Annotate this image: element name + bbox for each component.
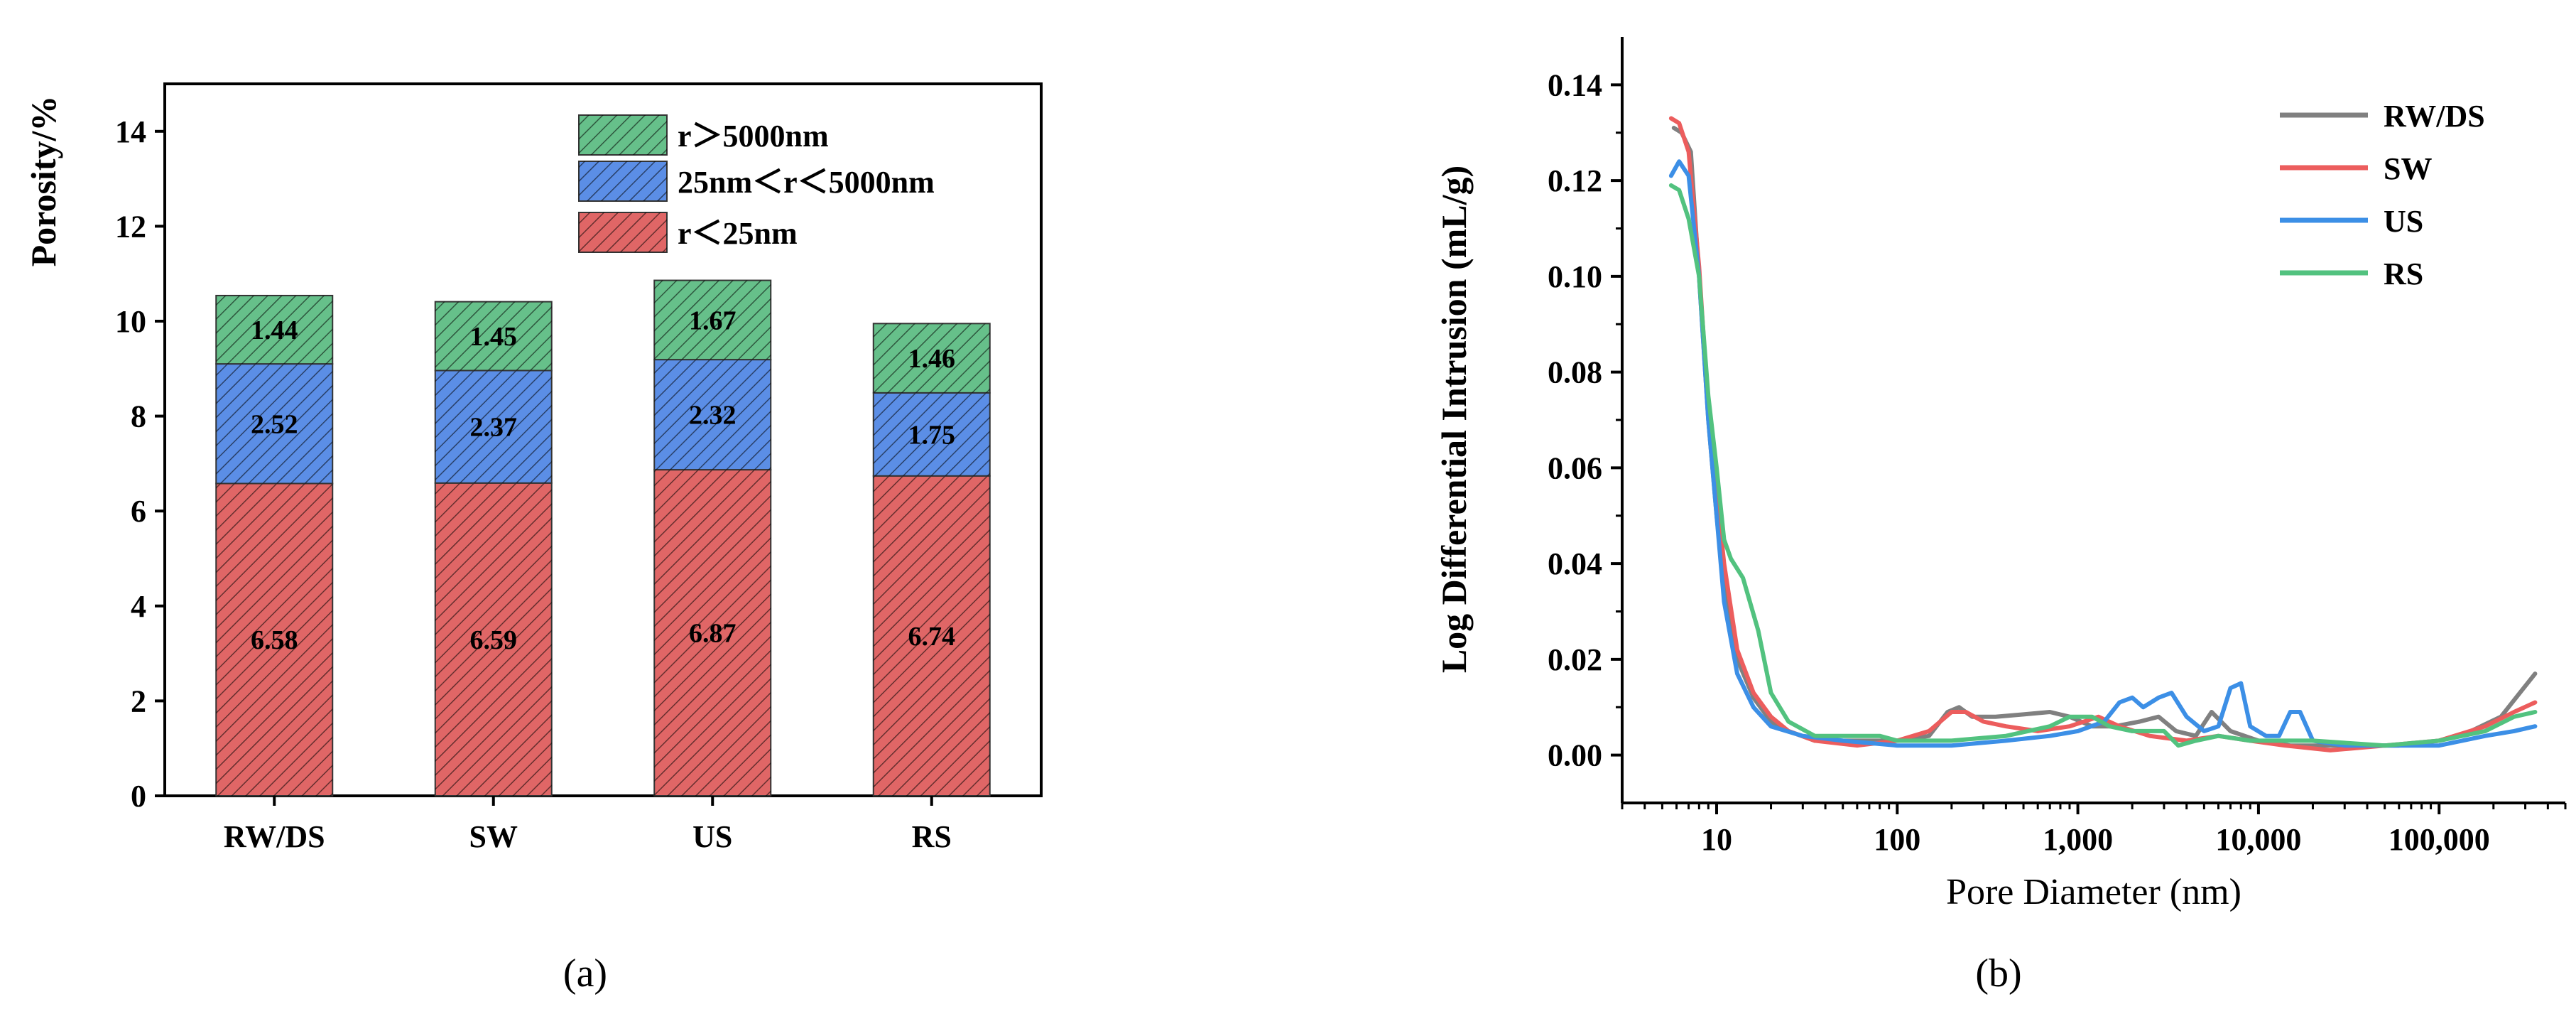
bar-segment-hatch bbox=[654, 280, 771, 360]
panel-b-y-tick-label: 0.06 bbox=[1548, 450, 1602, 485]
bar-segment-value-label: 1.44 bbox=[251, 315, 298, 345]
bar-segment-value-label: 2.37 bbox=[470, 413, 518, 443]
bar-segment-value-label: 1.75 bbox=[908, 420, 956, 450]
panel-a-x-tick-label: RS bbox=[912, 819, 952, 854]
panel-a-legend: r＞5000nm 25nm＜r＜5000nm r＜25nm bbox=[578, 114, 935, 253]
bar-segment-hatch bbox=[435, 370, 552, 483]
panel-a-x-tick-label: SW bbox=[469, 819, 518, 854]
panel-a-y-tick-label: 6 bbox=[131, 494, 146, 529]
panel-b-y-tick-label: 0.04 bbox=[1548, 546, 1602, 581]
panel-a-plot-frame bbox=[163, 82, 1043, 797]
panel-b-y-tick-label: 0.12 bbox=[1548, 163, 1602, 198]
panel-b-y-tick-label: 0.02 bbox=[1548, 642, 1602, 677]
series-line-rw-ds bbox=[1671, 126, 2538, 748]
panel-b-x-tick-label: 1,000 bbox=[2043, 822, 2113, 857]
panel-b-x-tick-label: 10 bbox=[1701, 822, 1732, 857]
legend-label: RS bbox=[2384, 257, 2423, 291]
panel-b-y-tick-label: 0.14 bbox=[1548, 68, 1602, 102]
bar-segment-value-label: 6.74 bbox=[908, 622, 956, 652]
panel-a-y-axis-title: Porosity/% bbox=[23, 96, 63, 267]
legend-label-small-pores: r＜25nm bbox=[678, 216, 798, 251]
panel-a-label: (a) bbox=[563, 951, 607, 995]
legend-label: SW bbox=[2384, 151, 2432, 186]
panel-b-y-tick-label: 0.00 bbox=[1548, 738, 1602, 773]
bar-segment-value-label: 6.59 bbox=[470, 625, 518, 655]
panel-b-x-axis-title: Pore Diameter (nm) bbox=[1946, 872, 2241, 912]
bar-segment-value-label: 1.45 bbox=[470, 322, 518, 352]
series-line-sw bbox=[1668, 116, 2538, 752]
panel-a-y-tick-label: 14 bbox=[115, 114, 146, 149]
legend-label-large-pores: r＞5000nm bbox=[678, 119, 829, 153]
bar-segment-value-label: 2.32 bbox=[689, 401, 737, 431]
bar-segment-hatch bbox=[435, 482, 552, 796]
panel-a-x-tick-label: RW/DS bbox=[224, 819, 325, 854]
panel-a-y-tick-label: 4 bbox=[131, 589, 146, 624]
panel-b-x-tick-label: 100 bbox=[1874, 822, 1920, 857]
bar-segment-value-label: 1.46 bbox=[908, 344, 956, 374]
bar-segment-value-label: 6.87 bbox=[689, 619, 737, 649]
bar-segment-hatch bbox=[873, 392, 990, 476]
series-line-us bbox=[1668, 159, 2538, 748]
panel-a-y-tick-label: 8 bbox=[131, 399, 146, 434]
panel-a-y-tick-label: 2 bbox=[131, 684, 146, 718]
panel-b-y-tick-label: 0.10 bbox=[1548, 259, 1602, 294]
panel-b-legend: RW/DS SW US RS bbox=[2280, 99, 2485, 291]
bar-segment-hatch bbox=[435, 301, 552, 371]
panel-a-y-tick-label: 0 bbox=[131, 779, 146, 814]
panel-a-y-tick-label: 10 bbox=[115, 304, 146, 339]
legend-label: US bbox=[2384, 204, 2423, 239]
bar-segment-hatch bbox=[654, 470, 771, 796]
panel-b-label: (b) bbox=[1975, 951, 2021, 995]
panel-b-y-tick-label: 0.08 bbox=[1548, 355, 1602, 390]
panel-b-x-tick-label: 10,000 bbox=[2215, 822, 2301, 857]
bar-segment-hatch bbox=[216, 295, 333, 365]
panel-b-y-axis-title: Log Differential Intrusion (mL/g) bbox=[1434, 166, 1474, 673]
bar-segment-hatch bbox=[216, 364, 333, 484]
panel-b-line-chart: 0.00 0.02 0.04 0.06 0.08 0.10 0.12 0.14 10 100 1,… bbox=[1434, 37, 2567, 995]
bar-segment-hatch bbox=[873, 475, 990, 796]
series-line-rs bbox=[1668, 183, 2538, 748]
legend-label-medium-pores: 25nm＜r＜5000nm bbox=[678, 165, 935, 200]
bar-segment-hatch bbox=[873, 323, 990, 393]
legend-label: RW/DS bbox=[2384, 99, 2485, 134]
panel-a-x-tick-label: US bbox=[692, 819, 732, 854]
panel-a-y-tick-label: 12 bbox=[115, 209, 146, 244]
bar-segment-value-label: 1.67 bbox=[689, 306, 737, 335]
panel-a-bar-chart: 0 2 4 6 8 10 12 14 6.58 2.52 1.44 6.59 2.37 1.45 6.87… bbox=[23, 82, 1043, 995]
bar-segment-hatch bbox=[654, 360, 771, 470]
bar-segment-value-label: 2.52 bbox=[251, 409, 298, 439]
panel-b-x-tick-label: 100,000 bbox=[2388, 822, 2490, 857]
bar-segment-hatch bbox=[216, 483, 333, 796]
bar-segment-value-label: 6.58 bbox=[251, 625, 298, 655]
